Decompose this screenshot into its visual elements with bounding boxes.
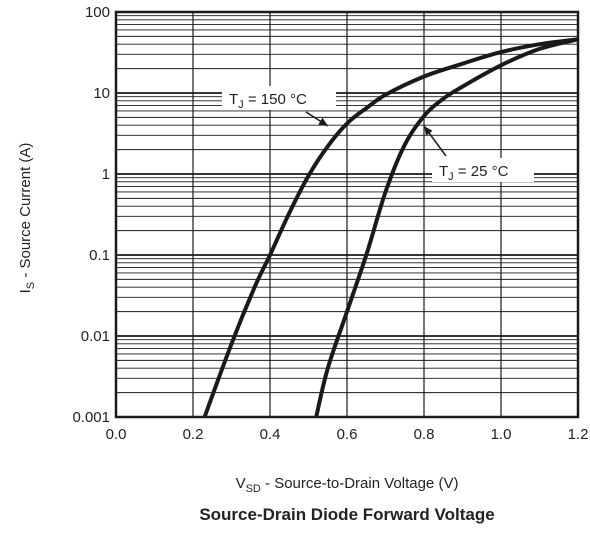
annotations: TJ = 150 °C TJ = 25 °C bbox=[222, 86, 534, 183]
annotation-label: TJ = 150 °C bbox=[229, 91, 307, 111]
y-axis-title-sub: S bbox=[25, 282, 37, 289]
y-tick-label: 1 bbox=[102, 166, 110, 183]
x-tick-label: 0.8 bbox=[414, 426, 435, 443]
x-tick-label: 0.4 bbox=[260, 426, 281, 443]
y-tick-label: 0.1 bbox=[89, 247, 110, 264]
x-tick-label: 0.6 bbox=[337, 426, 358, 443]
x-tick-label: 1.2 bbox=[568, 426, 589, 443]
y-tick-label: 10 bbox=[93, 85, 110, 102]
y-tick-label: 100 bbox=[85, 4, 110, 21]
y-tick-label: 0.01 bbox=[81, 328, 110, 345]
x-axis-title-main: V bbox=[236, 475, 246, 492]
y-tick-label: 0.001 bbox=[72, 409, 110, 426]
series-line-150c bbox=[202, 37, 579, 418]
x-axis-title-rest: - Source-to-Drain Voltage (V) bbox=[261, 475, 459, 492]
y-axis-title-main: I bbox=[17, 289, 34, 293]
tick-labels: 0.0 0.2 0.4 0.6 0.8 1.0 1.2 0.001 0.01 0.1 1 10 100 bbox=[72, 4, 588, 443]
x-axis-title-sub: SD bbox=[246, 483, 261, 495]
y-axis-title: IS - Source Current (A) bbox=[17, 143, 37, 294]
annotation-arrowhead bbox=[424, 126, 433, 136]
x-tick-label: 0.0 bbox=[106, 426, 127, 443]
grid bbox=[115, 11, 579, 418]
annotation-label: TJ = 25 °C bbox=[439, 163, 509, 183]
series-layer bbox=[202, 37, 579, 418]
x-tick-label: 1.0 bbox=[491, 426, 512, 443]
annotation-arrowhead bbox=[318, 117, 328, 126]
plot-frame bbox=[114, 10, 580, 419]
annotation-background bbox=[432, 158, 534, 182]
x-axis-title: VSD - Source-to-Drain Voltage (V) bbox=[236, 475, 459, 495]
annotation-background bbox=[222, 86, 336, 110]
x-tick-label: 0.2 bbox=[183, 426, 204, 443]
series-line-25c bbox=[314, 37, 579, 418]
chart-title: Source-Drain Diode Forward Voltage bbox=[199, 505, 494, 524]
annotation-25c: TJ = 25 °C bbox=[423, 125, 534, 183]
annotation-150c: TJ = 150 °C bbox=[222, 86, 336, 127]
y-axis-title-rest: - Source Current (A) bbox=[17, 143, 34, 282]
